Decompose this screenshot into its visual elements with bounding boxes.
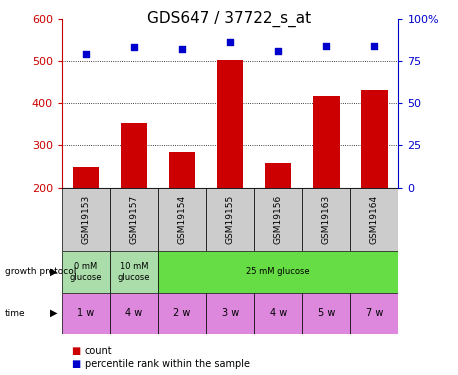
Text: growth protocol: growth protocol [5,267,76,276]
Bar [361,90,387,272]
Bar [62,188,110,251]
Text: 2 w: 2 w [174,308,191,318]
Bar [121,123,147,272]
Bar [110,251,158,292]
Point [179,46,186,52]
Bar [254,188,302,251]
Text: 5 w: 5 w [318,308,335,318]
Bar [350,188,398,251]
Text: GSM19155: GSM19155 [226,195,234,244]
Point [82,51,90,57]
Bar [73,167,99,272]
Bar [158,251,398,292]
Text: GSM19164: GSM19164 [370,195,379,244]
Bar [158,188,206,251]
Text: GSM19156: GSM19156 [274,195,283,244]
Point [371,43,378,49]
Bar [313,96,339,272]
Bar [302,292,350,334]
Bar [254,292,302,334]
Text: 4 w: 4 w [270,308,287,318]
Bar [206,292,254,334]
Bar [265,163,291,272]
Point [130,45,137,51]
Text: ▶: ▶ [50,308,57,318]
Bar [350,292,398,334]
Bar [110,188,158,251]
Text: 7 w: 7 w [366,308,383,318]
Point [322,43,330,49]
Text: 10 mM
glucose: 10 mM glucose [118,262,150,282]
Bar [217,60,243,272]
Bar [110,292,158,334]
Bar [302,188,350,251]
Text: ■: ■ [71,359,80,369]
Text: time: time [5,309,25,318]
Text: 0 mM
glucose: 0 mM glucose [70,262,102,282]
Text: 1 w: 1 w [77,308,94,318]
Text: ▶: ▶ [50,267,57,277]
Text: GSM19153: GSM19153 [82,195,90,244]
Bar [206,188,254,251]
Text: 3 w: 3 w [222,308,239,318]
Text: GSM19154: GSM19154 [178,195,186,244]
Point [226,39,234,45]
Text: GSM19157: GSM19157 [130,195,138,244]
Text: ■: ■ [71,346,80,355]
Text: count: count [85,346,112,355]
Text: GSM19163: GSM19163 [322,195,331,244]
Bar [62,251,110,292]
Text: percentile rank within the sample: percentile rank within the sample [85,359,250,369]
Text: GDS647 / 37722_s_at: GDS647 / 37722_s_at [147,11,311,27]
Bar [62,292,110,334]
Text: 4 w: 4 w [125,308,142,318]
Bar [169,152,195,272]
Point [275,48,282,54]
Bar [158,292,206,334]
Text: 25 mM glucose: 25 mM glucose [246,267,310,276]
